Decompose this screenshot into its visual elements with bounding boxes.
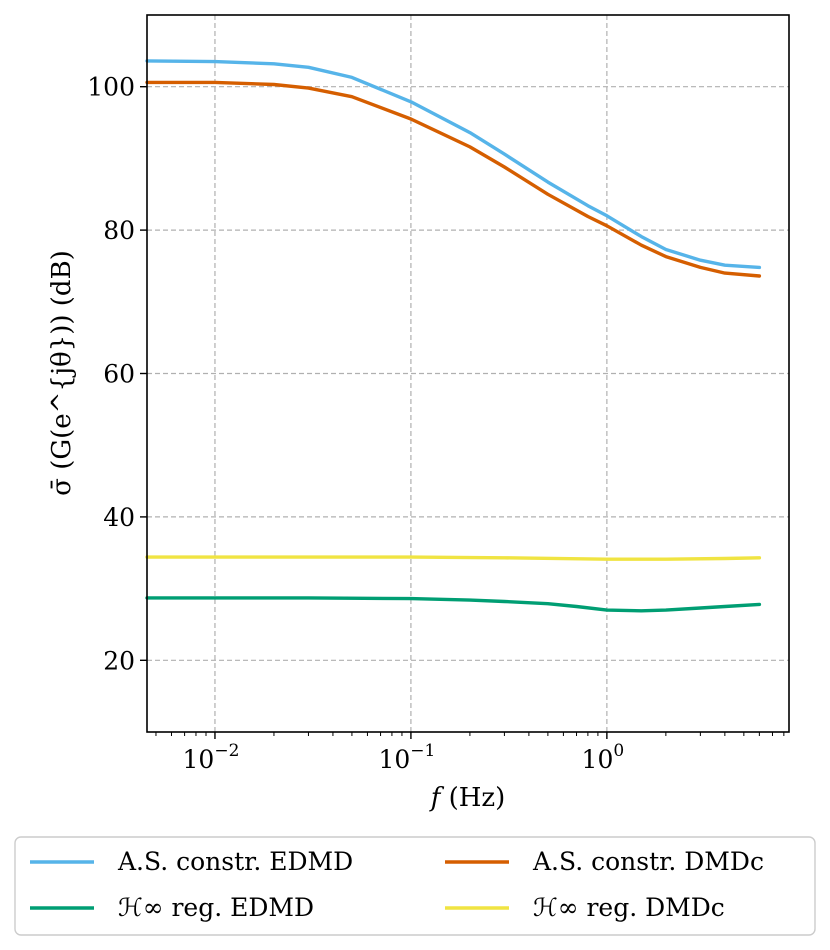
series-lines <box>145 59 762 613</box>
series-line-a-s-constr-edmd <box>145 59 762 270</box>
y-tick-label: 100 <box>87 73 135 102</box>
legend: A.S. constr. EDMD ℋ∞ reg. EDMD A.S. constr… <box>14 836 816 936</box>
y-tick-label: 40 <box>103 503 135 532</box>
series-line-a-s-constr-dmdc <box>145 80 762 278</box>
y-tick-label: 60 <box>103 360 135 389</box>
x-axis-label: f (Hz) <box>429 783 506 813</box>
series-line-reg-edmd <box>145 596 762 613</box>
y-axis-label: σ̄ (G(e^{jθ})) (dB) <box>47 250 77 496</box>
legend-label: A.S. constr. DMDc <box>532 847 764 876</box>
legend-label: ℋ∞ reg. EDMD <box>118 893 314 922</box>
x-tick-label: 10−1 <box>378 741 435 774</box>
y-tick-label: 20 <box>103 646 135 675</box>
y-tick-label: 80 <box>103 216 135 245</box>
grid-lines <box>147 15 789 732</box>
x-tick-label: 10−2 <box>183 741 240 774</box>
axis-ticks: 20 40 60 80 100 10−2 10−1 100 <box>87 73 785 774</box>
legend-frame <box>14 836 816 936</box>
x-tick-label: 100 <box>582 741 625 774</box>
legend-label: ℋ∞ reg. DMDc <box>533 893 725 922</box>
legend-label: A.S. constr. EDMD <box>117 847 353 876</box>
series-line-reg-dmdc <box>145 555 762 561</box>
